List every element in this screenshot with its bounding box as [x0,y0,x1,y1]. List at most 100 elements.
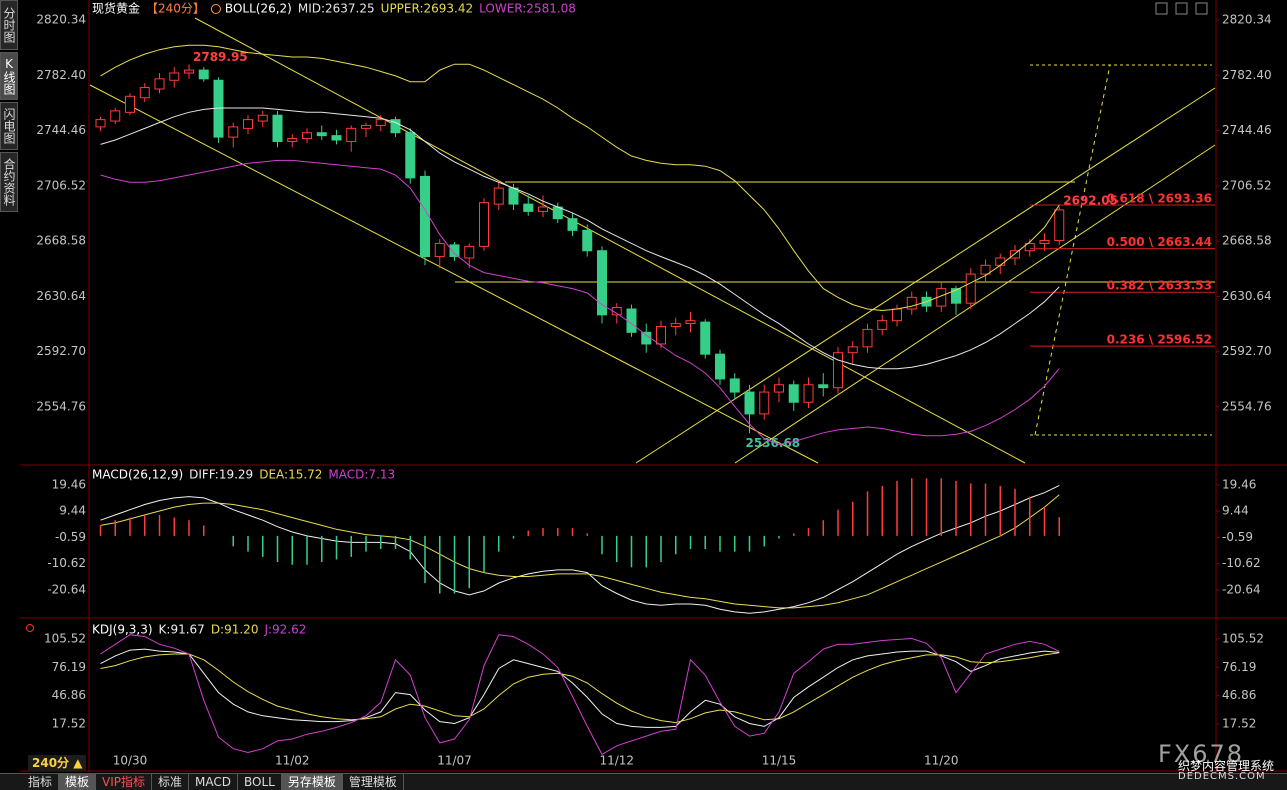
candle-body [877,320,888,330]
indicator-line [100,484,1060,614]
tab[interactable]: MACD [189,774,239,790]
candle-body [434,242,445,258]
candle-body [154,78,165,90]
y-tick-label: 2820.34 [1222,13,1272,27]
candle-body [479,202,489,247]
candle-body [774,384,784,393]
legend-text: DEA:15.72 [259,468,322,482]
y-tick-label: 2744.46 [1222,123,1272,137]
candle-body [139,87,150,99]
tab[interactable]: 模板 [59,774,97,790]
icon[interactable] [1155,2,1168,15]
indicator-line [100,44,1060,312]
y-tick-label: -0.59 [55,530,86,544]
watermark-text: 织梦内容管理系统 [1178,759,1275,773]
y-tick-label: 2592.70 [36,344,86,358]
candle-body [567,218,578,231]
period-button[interactable]: 240分 ▲ [28,755,87,771]
candle-body [125,95,135,113]
x-tick-label: 11/02 [275,754,310,768]
candle-body [906,296,917,310]
y-tick-label: 105.52 [44,631,86,645]
side-tab[interactable]: K线图 [0,52,18,100]
window-icons [1155,2,1208,15]
candle-body [508,187,519,205]
y-tick-label: 17.52 [1222,716,1256,730]
tab[interactable]: 另存模板 [281,774,343,790]
y-tick-label: 17.52 [52,716,86,730]
legend-text: 现货黄金 [92,1,140,16]
high-label: 2789.95 [193,50,248,64]
candle-body [405,132,416,179]
panel-borders [20,0,1287,772]
y-tick-label: 2554.76 [1222,399,1272,413]
candle-body [302,132,312,140]
candle-body [729,378,740,393]
tab[interactable]: BOLL [238,774,282,790]
watermark-url: DEDECMS.COM [1178,771,1266,782]
candle-body [597,250,607,316]
y-tick-label: 105.52 [1222,631,1264,645]
x-tick-label: 11/12 [599,754,634,768]
y-tick-label: 2820.34 [36,13,86,27]
x-tick-label: 11/15 [762,754,797,768]
candle-body [316,132,327,137]
y-tick-label: 9.44 [59,504,86,518]
y-tick-label: 19.46 [1222,477,1256,491]
icon[interactable] [1195,2,1208,15]
candle-body [641,331,652,345]
bottom-tabs: 指标 模板 VIP指标 标准 MACD BOLL 另存模板 管理模板 [0,773,1287,790]
channel-line [89,84,819,464]
side-tab[interactable]: 分时图 [0,0,18,50]
candle-body [965,273,976,304]
high-label: 2692.05 [1063,193,1118,207]
y-tick-label: 46.86 [1222,688,1256,702]
candle-body [198,69,209,80]
candle-body [390,119,401,134]
legend-text: BOLL(26,2) [225,2,292,16]
candle-body [818,384,829,389]
tab[interactable]: 指标 [0,774,60,790]
candle-body [449,244,460,258]
tab[interactable]: 标准 [152,774,190,790]
side-tabs: 分时图 K线图 闪电图 合约资料 [0,0,18,214]
y-tick-label: 2782.40 [1222,68,1272,82]
y-tick-label: 2668.58 [1222,234,1272,248]
settings-icon[interactable] [26,624,34,632]
indicator-line [100,648,1060,728]
candle-body [1024,242,1035,252]
candle-body [287,138,298,142]
legend-text: MACD:7.13 [328,468,395,482]
candle-body [228,126,239,138]
y-tick-label: 2630.64 [1222,289,1272,303]
watermark-logo: FX678 [1158,740,1245,768]
candle-body [892,308,902,322]
tab[interactable]: 管理模板 [343,774,404,790]
side-tab[interactable]: 闪电图 [0,102,18,150]
candle-body [582,229,593,252]
y-tick-label: 46.86 [52,688,86,702]
legend-text: K:91.67 [159,623,205,637]
y-tick-label: 76.19 [1222,660,1256,674]
y-tick-label: 2668.58 [36,234,86,248]
trend-lines [89,17,1216,464]
y-tick-label: 19.46 [52,477,86,491]
low-label: 2536.68 [746,436,801,450]
candle-body [862,328,873,348]
channel-line [194,17,1026,464]
legend-text: UPPER:2693.42 [381,2,473,16]
candle-body [700,321,711,355]
side-tab[interactable]: 合约资料 [0,152,18,212]
legend-text: LOWER:2581.08 [479,2,576,16]
candle-body [788,384,799,403]
icon[interactable] [1175,2,1188,15]
indicator-line [100,652,1060,724]
candle-body [995,257,1006,266]
y-tick-label: -0.59 [1222,530,1253,544]
legend-text: D:91.20 [211,623,259,637]
candle-body [803,384,814,403]
channel-line [734,144,1216,464]
tab[interactable]: VIP指标 [96,774,153,790]
